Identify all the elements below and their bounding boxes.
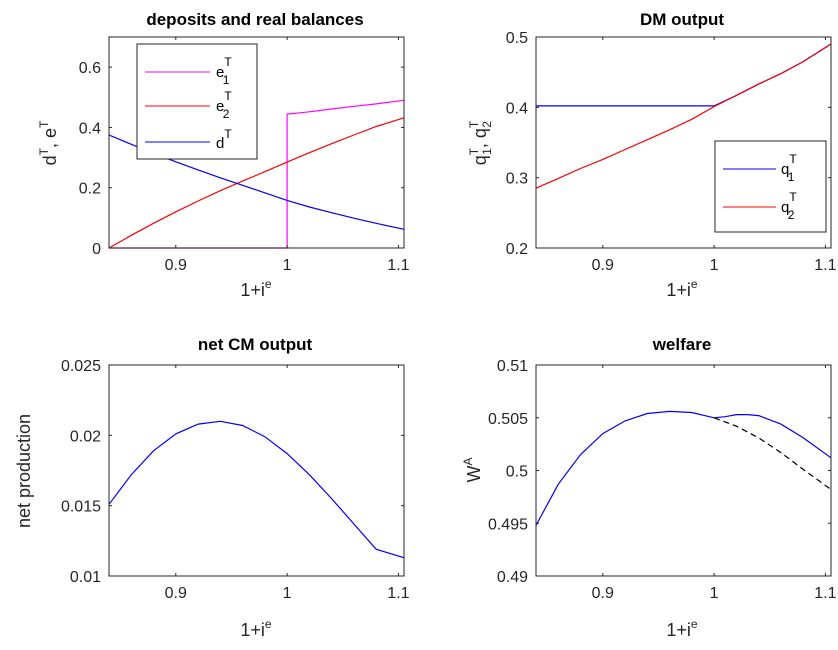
y-axis-label: WA	[461, 457, 484, 482]
tick-layer: 0.9 1 1.1 0 0.2 0.4 0.6	[79, 37, 410, 274]
legend-label-q1: qT 1	[781, 152, 797, 184]
chart-title: DM output	[640, 10, 724, 29]
legend-label-e2: eT 2	[216, 89, 232, 121]
axes-box	[535, 36, 832, 249]
legend: qT 1 qT 2	[714, 140, 827, 233]
x-tick-label: 0.9	[592, 585, 614, 602]
y-tick-label: 0.505	[488, 411, 528, 428]
x-tick-label: 1.1	[387, 585, 409, 602]
subplot-deposits: deposits and real balances 0.9 1 1.100.20.…	[37, 10, 410, 300]
chart-title: deposits and real balances	[146, 10, 363, 29]
x-tick-label: 0.9	[165, 257, 187, 274]
y-tick-label: 0.6	[79, 60, 101, 77]
series-line-welfare-solid-	[535, 410, 832, 526]
y-axis-label: qT1, qT2	[467, 120, 494, 165]
y-tick-label: 0	[92, 241, 101, 258]
chart-title: net CM output	[198, 335, 313, 354]
x-tick-label: 0.9	[592, 257, 614, 274]
x-tick-label: 1.1	[387, 257, 409, 274]
y-axis-label: net production	[14, 414, 34, 528]
y-tick-label: 0.3	[506, 171, 528, 188]
x-tick-label: 1	[710, 257, 719, 274]
y-tick-label: 0.5	[506, 30, 528, 47]
x-tick-label: 1	[283, 257, 292, 274]
subplot-net-cm-output: net CM output 0.9 1 1.10.010.0150.020.025 …	[14, 335, 410, 640]
legend-label-d: dT	[216, 127, 232, 152]
tick-layer: 0.9 1 1.1 0.49 0.495 0.5 0.505 0.51	[488, 358, 837, 602]
tick-layer: 0.9 1 1.1 0.2 0.3 0.4 0.5	[506, 30, 837, 274]
subplot-dm-output: DM output 0.9 1 1.1 0.2 0.3 0.4 0.5 1+ie qT1, …	[467, 10, 837, 300]
y-tick-label: 0.4	[506, 100, 528, 117]
y-tick-label: 0.51	[497, 358, 528, 375]
legend-label-e1: eT 1	[216, 55, 232, 87]
y-tick-label: 0.015	[61, 499, 101, 516]
x-axis-label: 1+ie	[666, 617, 698, 640]
series-line-welfare-dashed-	[713, 417, 832, 490]
series-layer	[535, 410, 832, 526]
chart-title: welfare	[652, 335, 712, 354]
y-tick-label: 0.5	[506, 464, 528, 481]
y-tick-label: 0.4	[79, 120, 101, 137]
x-tick-label: 1	[283, 585, 292, 602]
tick-layer: 0.9 1 1.1 0.01 0.015 0.02 0.025	[61, 358, 410, 602]
x-tick-label: 1	[710, 585, 719, 602]
subplot-welfare: welfare 0.9 1 1.1 0.49 0.495 0.5 0.505 0.51 1+i…	[461, 335, 837, 640]
y-axis-label: dT, eT	[37, 120, 60, 165]
series-layer	[535, 43, 832, 189]
axes-box	[108, 364, 405, 577]
y-tick-label: 0.2	[506, 241, 528, 258]
x-axis-label: 1+ie	[240, 277, 272, 300]
series-line-q2t	[535, 43, 832, 189]
y-tick-label: 0.025	[61, 358, 101, 375]
y-tick-label: 0.02	[70, 428, 101, 445]
y-tick-label: 0.495	[488, 516, 528, 533]
axes-box	[108, 36, 405, 249]
x-axis-label: 1+ie	[240, 617, 272, 640]
y-tick-label: 0.2	[79, 181, 101, 198]
series-layer	[108, 420, 405, 559]
x-tick-label: 1.1	[814, 257, 836, 274]
series-line-net-production	[108, 420, 405, 559]
y-tick-label: 0.49	[497, 569, 528, 586]
legend-box	[136, 43, 258, 160]
legend-label-q2: qT 2	[781, 190, 797, 222]
legend-box	[714, 140, 827, 233]
legend: eT 1 eT 2 dT	[136, 43, 258, 160]
x-tick-label: 1.1	[814, 585, 836, 602]
y-tick-label: 0.01	[70, 569, 101, 586]
series-line-e2t	[108, 117, 405, 249]
x-tick-label: 0.9	[165, 585, 187, 602]
x-axis-label: 1+ie	[666, 277, 698, 300]
